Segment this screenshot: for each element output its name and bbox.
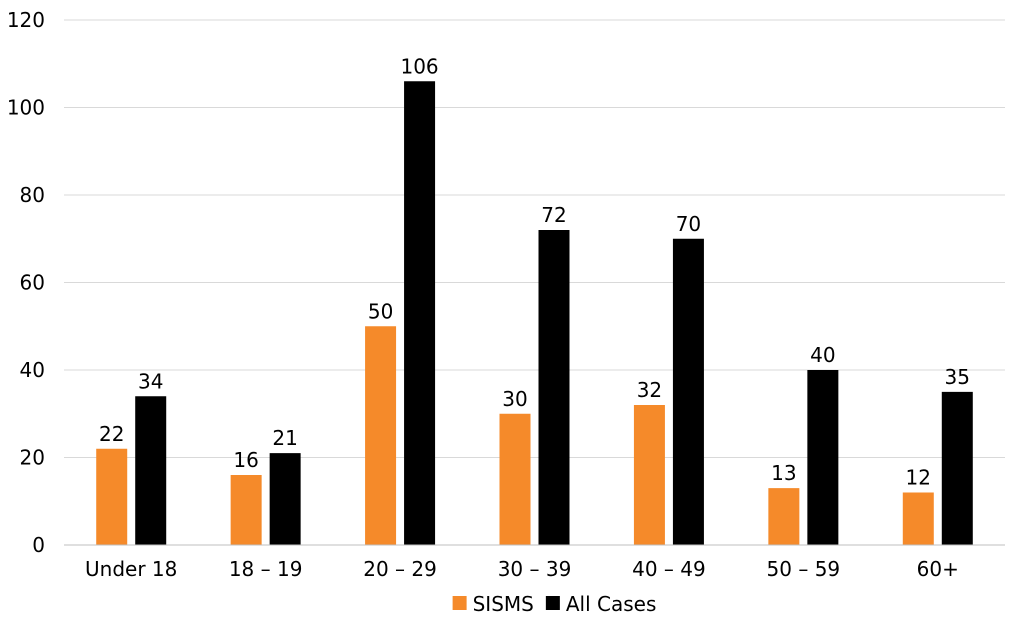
data-label: 21 bbox=[272, 426, 297, 450]
data-label: 40 bbox=[810, 343, 835, 367]
data-label: 30 bbox=[502, 387, 527, 411]
y-tick-label: 60 bbox=[20, 271, 45, 295]
data-label: 13 bbox=[771, 461, 796, 485]
x-tick-label: 18 – 19 bbox=[229, 557, 303, 581]
data-label: 35 bbox=[945, 365, 970, 389]
data-label: 72 bbox=[541, 203, 566, 227]
bar bbox=[538, 230, 570, 545]
legend: SISMS All Cases bbox=[452, 592, 657, 616]
y-tick-label: 40 bbox=[20, 358, 45, 382]
data-labels: 22 34 16 21 50 106 30 72 32 70 13 40 12 35 bbox=[99, 54, 970, 489]
data-label: 12 bbox=[906, 466, 931, 490]
bar bbox=[404, 81, 436, 545]
y-tick-label: 20 bbox=[20, 446, 45, 470]
legend-label: All Cases bbox=[566, 592, 657, 616]
legend-swatch bbox=[545, 596, 560, 610]
legend-label: SISMS bbox=[473, 592, 534, 616]
y-tick-label: 0 bbox=[32, 533, 45, 557]
bars bbox=[96, 81, 973, 545]
y-tick-label: 120 bbox=[7, 8, 45, 32]
gridlines bbox=[64, 19, 1005, 458]
data-label: 34 bbox=[138, 369, 163, 393]
bar bbox=[633, 405, 665, 545]
x-tick-label: 30 – 39 bbox=[498, 557, 572, 581]
bar bbox=[269, 453, 301, 545]
x-tick-label: 60+ bbox=[917, 557, 959, 581]
bar bbox=[807, 370, 839, 545]
bar bbox=[365, 326, 397, 545]
y-tick-label: 100 bbox=[7, 96, 45, 120]
x-tick-label: 40 – 49 bbox=[632, 557, 706, 581]
y-axis-ticks: 0 20 40 60 80 100 120 bbox=[7, 8, 45, 557]
data-label: 22 bbox=[99, 422, 124, 446]
data-label: 32 bbox=[637, 378, 662, 402]
bar bbox=[902, 492, 934, 545]
y-tick-label: 80 bbox=[20, 183, 45, 207]
bar bbox=[941, 391, 973, 545]
bar bbox=[768, 488, 800, 545]
bar bbox=[135, 396, 167, 545]
x-tick-label: 50 – 59 bbox=[767, 557, 841, 581]
bar bbox=[96, 448, 128, 545]
bar bbox=[672, 238, 704, 545]
data-label: 16 bbox=[233, 448, 258, 472]
data-label: 70 bbox=[676, 212, 701, 236]
x-tick-label: Under 18 bbox=[85, 557, 177, 581]
legend-swatch bbox=[452, 596, 467, 610]
data-label: 106 bbox=[400, 54, 438, 78]
bar bbox=[499, 413, 531, 545]
x-tick-label: 20 – 29 bbox=[363, 557, 437, 581]
data-label: 50 bbox=[368, 299, 393, 323]
bar bbox=[230, 475, 262, 545]
x-axis-ticks: Under 18 18 – 19 20 – 29 30 – 39 40 – 49 50 –… bbox=[85, 557, 959, 581]
